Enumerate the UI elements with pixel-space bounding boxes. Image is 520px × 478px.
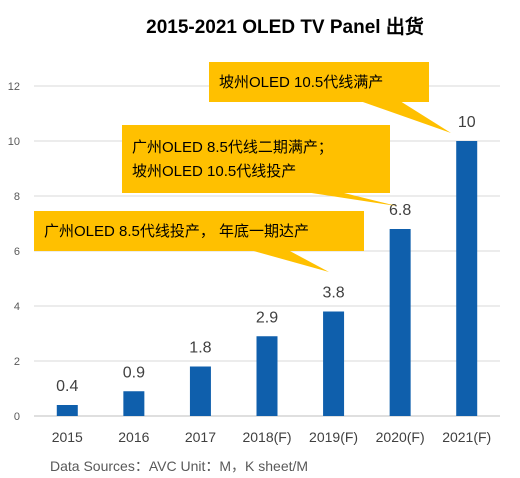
y-axis-ticks: 0 2 4 6 8 10 12 [8, 81, 20, 423]
x-tick-label: 2017 [185, 429, 216, 445]
x-tick-label: 2021(F) [442, 429, 491, 445]
data-label: 1.8 [189, 340, 211, 357]
x-tick-label: 2019(F) [309, 429, 358, 445]
y-tick-label: 6 [14, 246, 20, 258]
callout-box [209, 62, 429, 102]
data-label: 3.8 [322, 285, 344, 302]
callout-text: 广州OLED 8.5代线投产， 年底一期达产 [44, 223, 309, 240]
bar [456, 141, 478, 416]
callout: 广州OLED 8.5代线二期满产； 坡州OLED 10.5代线投产 [122, 125, 397, 206]
x-tick-label: 2016 [118, 429, 149, 445]
callout-box [122, 125, 390, 193]
data-label: 0.9 [123, 364, 145, 381]
data-label: 10 [458, 114, 476, 131]
y-tick-label: 12 [8, 81, 20, 93]
y-tick-label: 8 [14, 191, 20, 203]
callout: 广州OLED 8.5代线投产， 年底一期达产 [34, 211, 364, 272]
callout-pointer [250, 250, 329, 272]
callouts: 广州OLED 8.5代线投产， 年底一期达产 广州OLED 8.5代线二期满产； 坡… [34, 62, 451, 272]
y-tick-label: 4 [14, 301, 20, 313]
bar [389, 229, 411, 416]
source-note: Data Sources：AVC Unit：M，K sheet/M [50, 458, 308, 474]
x-tick-label: 2015 [52, 429, 83, 445]
x-tick-label: 2018(F) [242, 429, 291, 445]
x-axis-labels: 2015 2016 2017 2018(F) 2019(F) 2020(F) 2021(F) [52, 429, 492, 445]
data-label: 6.8 [389, 202, 411, 219]
callout-pointer [360, 101, 451, 133]
data-labels: 0.4 0.9 1.8 2.9 3.8 6.8 10 [56, 114, 476, 395]
data-label: 2.9 [256, 309, 278, 326]
y-tick-label: 0 [14, 411, 20, 423]
bar [256, 336, 278, 416]
callout-pointer [305, 192, 397, 206]
y-tick-label: 2 [14, 356, 20, 368]
callout-text: 坡州OLED 10.5代线满产 [219, 74, 383, 91]
bar [123, 391, 145, 416]
bar [189, 366, 211, 416]
callout-text: 广州OLED 8.5代线二期满产； [132, 139, 333, 156]
callout-text: 坡州OLED 10.5代线投产 [132, 163, 296, 180]
bar [323, 311, 345, 416]
chart-title: 2015-2021 OLED TV Panel 出货 [146, 15, 424, 38]
callout-box [34, 211, 364, 251]
bars [56, 141, 478, 416]
data-label: 0.4 [56, 378, 78, 395]
x-tick-label: 2020(F) [376, 429, 425, 445]
callout: 坡州OLED 10.5代线满产 [209, 62, 451, 133]
bar [56, 405, 78, 416]
y-tick-label: 10 [8, 136, 20, 148]
